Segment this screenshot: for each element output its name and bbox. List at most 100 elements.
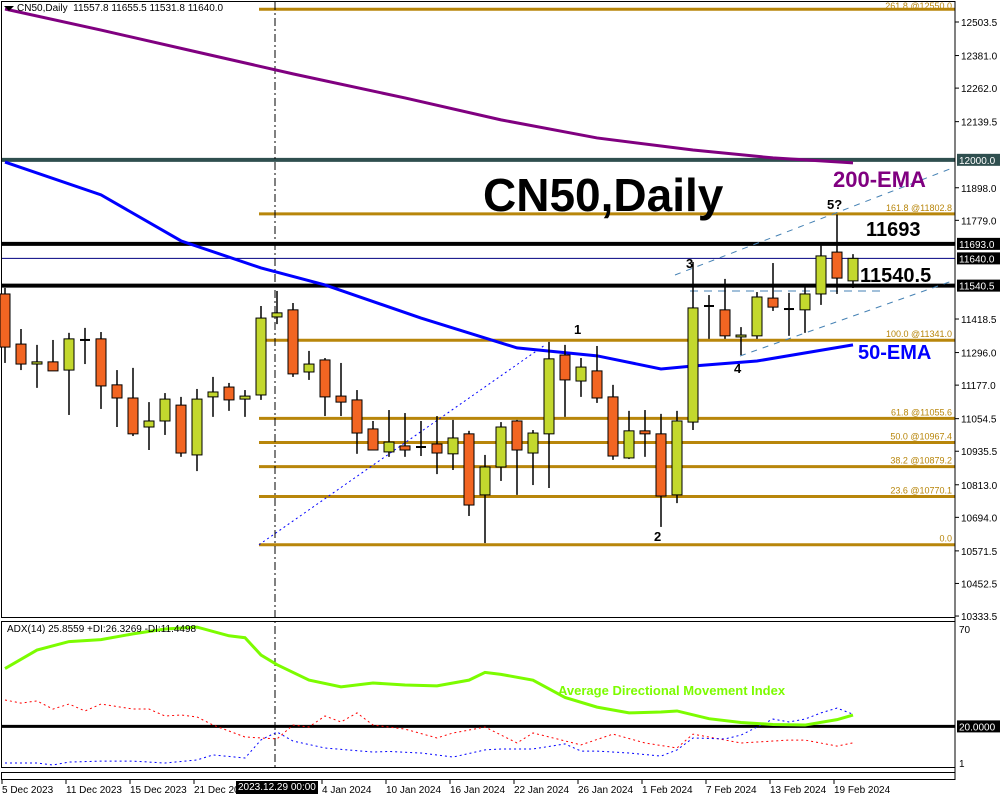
candle [847, 254, 859, 289]
price-tick-label: 12139.5 [961, 118, 998, 129]
date-tick-label: 7 Feb 2024 [706, 785, 757, 796]
candle [575, 358, 587, 397]
price-highlight-box [957, 153, 1000, 166]
price-tick-label: 11418.5 [961, 315, 997, 326]
crosshair-date-label: 2023.12.29 00:00 [236, 781, 318, 794]
candle [159, 393, 171, 435]
candle [127, 367, 139, 437]
candle-body [255, 317, 267, 396]
date-tick-label: 10 Jan 2024 [386, 785, 441, 796]
candle-body [335, 395, 347, 403]
candle-body [767, 297, 779, 308]
candle-body [239, 395, 251, 400]
candle [751, 292, 763, 339]
fib-level-label: 0.0 [939, 534, 952, 544]
price-highlight-label: 12000.0 [959, 156, 996, 167]
candle [31, 344, 43, 388]
price-highlight-box [957, 252, 1000, 265]
candle-body [31, 361, 43, 365]
candle-body [687, 307, 699, 423]
candle [239, 390, 251, 417]
candle [335, 362, 347, 417]
candle-body [607, 396, 619, 457]
price-highlight-label: 11540.5 [959, 282, 995, 293]
price-tick-label: 10935.5 [961, 447, 998, 458]
scroll-strip [1, 772, 956, 780]
candle [0, 287, 11, 363]
candle [287, 303, 299, 377]
candle-body [95, 338, 107, 387]
candle [223, 382, 235, 411]
price-tick-label: 12262.0 [961, 84, 998, 95]
candle [767, 263, 779, 311]
price-tick-label: 10452.5 [961, 579, 998, 590]
fib-level-label: 261.8 @12550.0 [885, 1, 952, 11]
candle [255, 306, 267, 400]
date-tick-label: 1 Feb 2024 [642, 785, 693, 796]
candle [207, 376, 219, 417]
candle [80, 327, 90, 365]
candle [271, 290, 283, 325]
wave-label-5: 5? [827, 197, 843, 212]
candle-body [463, 433, 475, 506]
candle-body [719, 309, 731, 337]
fib-level-label: 61.8 @11055.6 [891, 407, 952, 417]
candle-body [351, 399, 363, 434]
candle-body [207, 391, 219, 398]
wave-label-1: 1 [574, 322, 582, 337]
candle-body [367, 428, 379, 451]
candle-body [143, 420, 155, 428]
adx-level-box [957, 720, 1000, 733]
candle-body [0, 293, 11, 348]
date-tick-label: 5 Dec 2023 [2, 785, 54, 796]
candle-body [383, 441, 395, 453]
price-tick-label: 10571.5 [961, 547, 998, 558]
candle [543, 341, 555, 489]
candle-body [527, 432, 539, 454]
candle-body [511, 420, 523, 451]
adx-tick-label: 1 [959, 759, 965, 770]
candle [607, 384, 619, 460]
chart-header: CN50,Daily 11557.8 11655.5 11531.8 11640… [4, 3, 223, 14]
date-tick-label: 15 Dec 2023 [130, 785, 187, 796]
candle [671, 410, 683, 504]
dropdown-triangle-icon[interactable] [4, 5, 14, 11]
candle [303, 350, 315, 380]
candle-body [111, 384, 123, 399]
candle-body [735, 334, 747, 338]
price-tick-label: 12381.0 [961, 52, 998, 63]
price-tick-label: 10694.0 [961, 513, 998, 524]
minus-di-line [4, 699, 854, 749]
fib-level-label: 50.0 @10967.4 [890, 432, 952, 442]
candle-body [127, 397, 139, 435]
candle [191, 388, 203, 472]
candle [447, 419, 459, 470]
price-tick-label: 11779.0 [961, 216, 997, 227]
level-11693-label: 11693 [866, 219, 921, 241]
price-tick-label: 11296.0 [961, 349, 997, 360]
adx-panel-frame [1, 621, 956, 768]
candle [15, 329, 27, 371]
adx-tick-label: 70 [959, 625, 971, 636]
ema50-line [4, 160, 854, 371]
candle-body [671, 420, 683, 496]
price-tick-label: 10333.5 [961, 612, 998, 623]
price-highlight-box [957, 279, 1000, 292]
candle-body [559, 354, 571, 381]
candle [143, 402, 155, 451]
candle-body [479, 466, 491, 496]
candle-body [751, 296, 763, 337]
candle [319, 358, 331, 417]
date-tick-label: 4 Jan 2024 [322, 785, 372, 796]
candle-body [575, 366, 587, 382]
date-tick-label: 19 Feb 2024 [834, 785, 891, 796]
candle-body [655, 433, 667, 497]
candle-body [191, 398, 203, 456]
candle [784, 292, 794, 336]
candle-body [815, 255, 827, 295]
fib-level-label: 100.0 @11341.0 [886, 329, 952, 339]
candle [63, 332, 75, 415]
main-panel-frame [1, 1, 956, 618]
ema200-label: 200-EMA [833, 167, 926, 192]
